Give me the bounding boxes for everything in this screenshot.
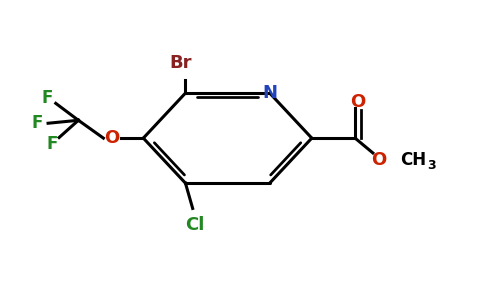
- Text: Br: Br: [169, 54, 192, 72]
- Text: CH: CH: [400, 151, 426, 169]
- Text: N: N: [262, 84, 277, 102]
- Text: F: F: [32, 114, 43, 132]
- Text: O: O: [350, 93, 365, 111]
- Text: 3: 3: [427, 159, 436, 172]
- Text: Cl: Cl: [185, 216, 205, 234]
- Text: O: O: [105, 129, 120, 147]
- Text: F: F: [42, 89, 53, 107]
- Text: O: O: [372, 152, 387, 169]
- Text: F: F: [46, 135, 58, 153]
